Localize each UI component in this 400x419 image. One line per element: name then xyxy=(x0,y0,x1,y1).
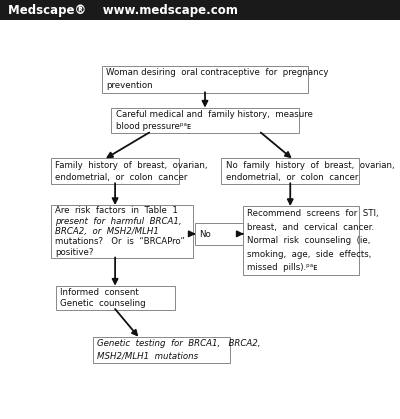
Text: No  family  history  of  breast,  ovarian,: No family history of breast, ovarian, xyxy=(226,160,394,170)
Text: present  for  harmful  BRCA1,: present for harmful BRCA1, xyxy=(55,217,182,226)
Text: Informed  consent: Informed consent xyxy=(60,287,139,297)
Text: Medscape®    www.medscape.com: Medscape® www.medscape.com xyxy=(8,3,238,17)
Text: Family  history  of  breast,  ovarian,: Family history of breast, ovarian, xyxy=(55,160,208,170)
Text: positive?: positive? xyxy=(55,248,94,257)
Text: endometrial,  or  colon  cancer: endometrial, or colon cancer xyxy=(55,173,188,182)
Text: No: No xyxy=(200,230,211,238)
Text: Careful medical and  family history,  measure: Careful medical and family history, meas… xyxy=(116,110,312,119)
FancyBboxPatch shape xyxy=(93,337,230,363)
FancyBboxPatch shape xyxy=(0,0,400,20)
Text: Woman desiring  oral contraceptive  for  pregnancy: Woman desiring oral contraceptive for pr… xyxy=(106,68,329,78)
Text: mutations?   Or  is  “BRCAPro”: mutations? Or is “BRCAPro” xyxy=(55,238,185,246)
FancyBboxPatch shape xyxy=(56,286,175,310)
FancyBboxPatch shape xyxy=(51,158,179,184)
FancyBboxPatch shape xyxy=(222,158,359,184)
FancyBboxPatch shape xyxy=(51,205,193,258)
Text: breast,  and  cervical  cancer.: breast, and cervical cancer. xyxy=(248,222,374,232)
Text: Genetic  testing  for  BRCA1,   BRCA2,: Genetic testing for BRCA1, BRCA2, xyxy=(97,339,261,348)
Text: Normal  risk  counseling  (ie,: Normal risk counseling (ie, xyxy=(248,236,371,245)
Text: missed  pills).ᵖᵃᴇ: missed pills).ᵖᵃᴇ xyxy=(248,263,318,272)
Text: endometrial,  or  colon  cancer: endometrial, or colon cancer xyxy=(226,173,358,182)
FancyBboxPatch shape xyxy=(195,223,243,245)
Text: MSH2/MLH1  mutations: MSH2/MLH1 mutations xyxy=(97,352,198,361)
Text: BRCA2,  or  MSH2/MLH1: BRCA2, or MSH2/MLH1 xyxy=(55,227,159,236)
Text: smoking,  age,  side  effects,: smoking, age, side effects, xyxy=(248,250,372,259)
FancyBboxPatch shape xyxy=(243,206,359,275)
Text: Recommend  screens  for  STI,: Recommend screens for STI, xyxy=(248,209,379,218)
Text: blood pressureᵖᵃᴇ: blood pressureᵖᵃᴇ xyxy=(116,122,191,131)
FancyBboxPatch shape xyxy=(102,66,308,93)
FancyBboxPatch shape xyxy=(111,108,299,133)
Text: Are  risk  factors  in  Table  1: Are risk factors in Table 1 xyxy=(55,207,178,215)
Text: Genetic  counseling: Genetic counseling xyxy=(60,299,146,308)
Text: prevention: prevention xyxy=(106,81,153,90)
